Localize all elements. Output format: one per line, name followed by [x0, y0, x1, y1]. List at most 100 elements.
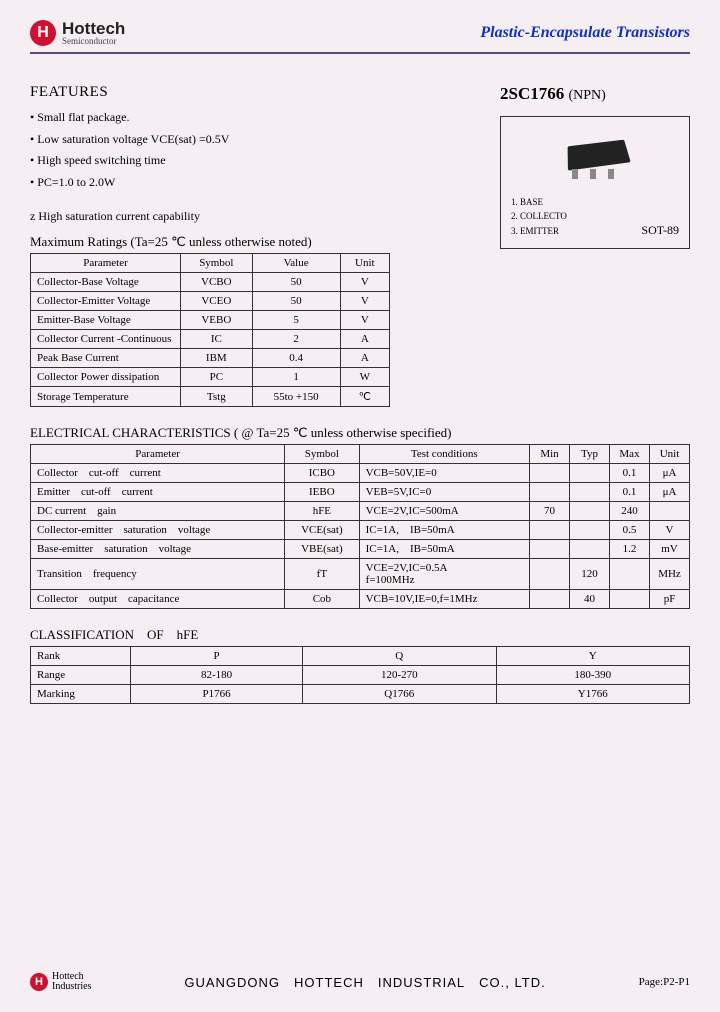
table-cell: Base-emitter saturation voltage: [31, 540, 285, 559]
table-cell: VEBO: [181, 311, 253, 330]
table-cell: pF: [650, 590, 690, 609]
table-cell: hFE: [285, 502, 359, 521]
package-image: [511, 133, 679, 183]
part-type: (NPN): [568, 88, 605, 103]
ratings-title: Maximum Ratings (Ta=25 ℃ unless otherwis…: [30, 234, 470, 250]
table-row: Storage TemperatureTstg55to +150℃: [31, 387, 390, 407]
features-title: FEATURES: [30, 84, 470, 101]
elec-header: Min: [530, 445, 570, 464]
table-cell: P1766: [131, 685, 303, 704]
table-cell: VBE(sat): [285, 540, 359, 559]
table-cell: [650, 502, 690, 521]
table-cell: Collector Current -Continuous: [31, 330, 181, 349]
table-row: DC current gainhFEVCE=2V,IC=500mA70240: [31, 502, 690, 521]
table-cell: Collector-Base Voltage: [31, 273, 181, 292]
class-header: P: [131, 647, 303, 666]
table-cell: Transition frequency: [31, 559, 285, 590]
table-cell: [570, 483, 610, 502]
table-cell: Tstg: [181, 387, 253, 407]
package-name: SOT-89: [641, 223, 679, 238]
table-cell: Emitter cut-off current: [31, 483, 285, 502]
table-cell: 1.2: [610, 540, 650, 559]
footer-page: Page:P2-P1: [639, 976, 690, 988]
table-cell: 5: [252, 311, 340, 330]
table-cell: IC=1A, IB=50mA: [359, 540, 529, 559]
elec-header: Typ: [570, 445, 610, 464]
table-cell: [530, 540, 570, 559]
table-row: Emitter cut-off currentIEBOVEB=5V,IC=00.…: [31, 483, 690, 502]
table-cell: 82-180: [131, 666, 303, 685]
table-cell: [530, 521, 570, 540]
table-row: Collector-Base VoltageVCBO50V: [31, 273, 390, 292]
table-cell: Y1766: [496, 685, 689, 704]
table-cell: [570, 464, 610, 483]
table-cell: V: [340, 311, 389, 330]
table-cell: VCB=10V,IE=0,f=1MHz: [359, 590, 529, 609]
table-row: Collector Power dissipationPC1W: [31, 368, 390, 387]
table-cell: IC: [181, 330, 253, 349]
table-cell: 70: [530, 502, 570, 521]
table-cell: mV: [650, 540, 690, 559]
table-cell: Collector-Emitter Voltage: [31, 292, 181, 311]
classification-title: CLASSIFICATION OF hFE: [30, 627, 690, 643]
table-cell: [530, 590, 570, 609]
table-cell: [570, 521, 610, 540]
table-cell: 120-270: [303, 666, 496, 685]
elec-header: Parameter: [31, 445, 285, 464]
table-cell: Emitter-Base Voltage: [31, 311, 181, 330]
table-cell: VCE=2V,IC=0.5A f=100MHz: [359, 559, 529, 590]
classification-table: Rank P Q Y Range82-180120-270180-390Mark…: [30, 646, 690, 704]
table-row: Peak Base CurrentIBM0.4A: [31, 349, 390, 368]
table-cell: VCBO: [181, 273, 253, 292]
table-cell: MHz: [650, 559, 690, 590]
ratings-header: Parameter: [31, 254, 181, 273]
ratings-header: Symbol: [181, 254, 253, 273]
table-cell: [530, 559, 570, 590]
table-cell: Q1766: [303, 685, 496, 704]
elec-header: Symbol: [285, 445, 359, 464]
table-cell: 50: [252, 273, 340, 292]
table-cell: IEBO: [285, 483, 359, 502]
class-header: Y: [496, 647, 689, 666]
table-cell: IC=1A, IB=50mA: [359, 521, 529, 540]
table-row: Collector Current -ContinuousIC2A: [31, 330, 390, 349]
features-list: Small flat package. Low saturation volta…: [30, 107, 470, 193]
class-header: Rank: [31, 647, 131, 666]
header-title: Plastic-Encapsulate Transistors: [480, 24, 690, 42]
table-cell: Marking: [31, 685, 131, 704]
table-cell: 0.4: [252, 349, 340, 368]
feature-extra: z High saturation current capability: [30, 209, 470, 224]
table-cell: Collector Power dissipation: [31, 368, 181, 387]
table-cell: PC: [181, 368, 253, 387]
elec-header: Unit: [650, 445, 690, 464]
table-cell: μA: [650, 483, 690, 502]
table-cell: W: [340, 368, 389, 387]
logo-subtitle: Semiconductor: [62, 37, 125, 46]
table-cell: [530, 464, 570, 483]
table-cell: V: [650, 521, 690, 540]
ratings-table: Parameter Symbol Value Unit Collector-Ba…: [30, 253, 390, 407]
table-cell: [570, 540, 610, 559]
table-cell: Cob: [285, 590, 359, 609]
table-row: Range82-180120-270180-390: [31, 666, 690, 685]
table-cell: [570, 502, 610, 521]
ratings-header: Value: [252, 254, 340, 273]
logo: H Hottech Semiconductor: [30, 20, 125, 46]
table-row: Collector cut-off currentICBOVCB=50V,IE=…: [31, 464, 690, 483]
table-cell: 1: [252, 368, 340, 387]
table-cell: IBM: [181, 349, 253, 368]
table-cell: A: [340, 330, 389, 349]
table-row: MarkingP1766Q1766Y1766: [31, 685, 690, 704]
table-cell: 180-390: [496, 666, 689, 685]
table-row: Transition frequencyfTVCE=2V,IC=0.5A f=1…: [31, 559, 690, 590]
feature-item: PC=1.0 to 2.0W: [30, 172, 470, 194]
feature-item: Low saturation voltage VCE(sat) =0.5V: [30, 129, 470, 151]
page-footer: H Hottech Industries GUANGDONG HOTTECH I…: [30, 972, 690, 992]
table-cell: A: [340, 349, 389, 368]
table-row: Collector-Emitter VoltageVCEO50V: [31, 292, 390, 311]
table-cell: 55to +150: [252, 387, 340, 407]
feature-item: High speed switching time: [30, 150, 470, 172]
table-cell: DC current gain: [31, 502, 285, 521]
footer-company: GUANGDONG HOTTECH INDUSTRIAL CO., LTD.: [184, 975, 545, 990]
table-cell: [610, 559, 650, 590]
